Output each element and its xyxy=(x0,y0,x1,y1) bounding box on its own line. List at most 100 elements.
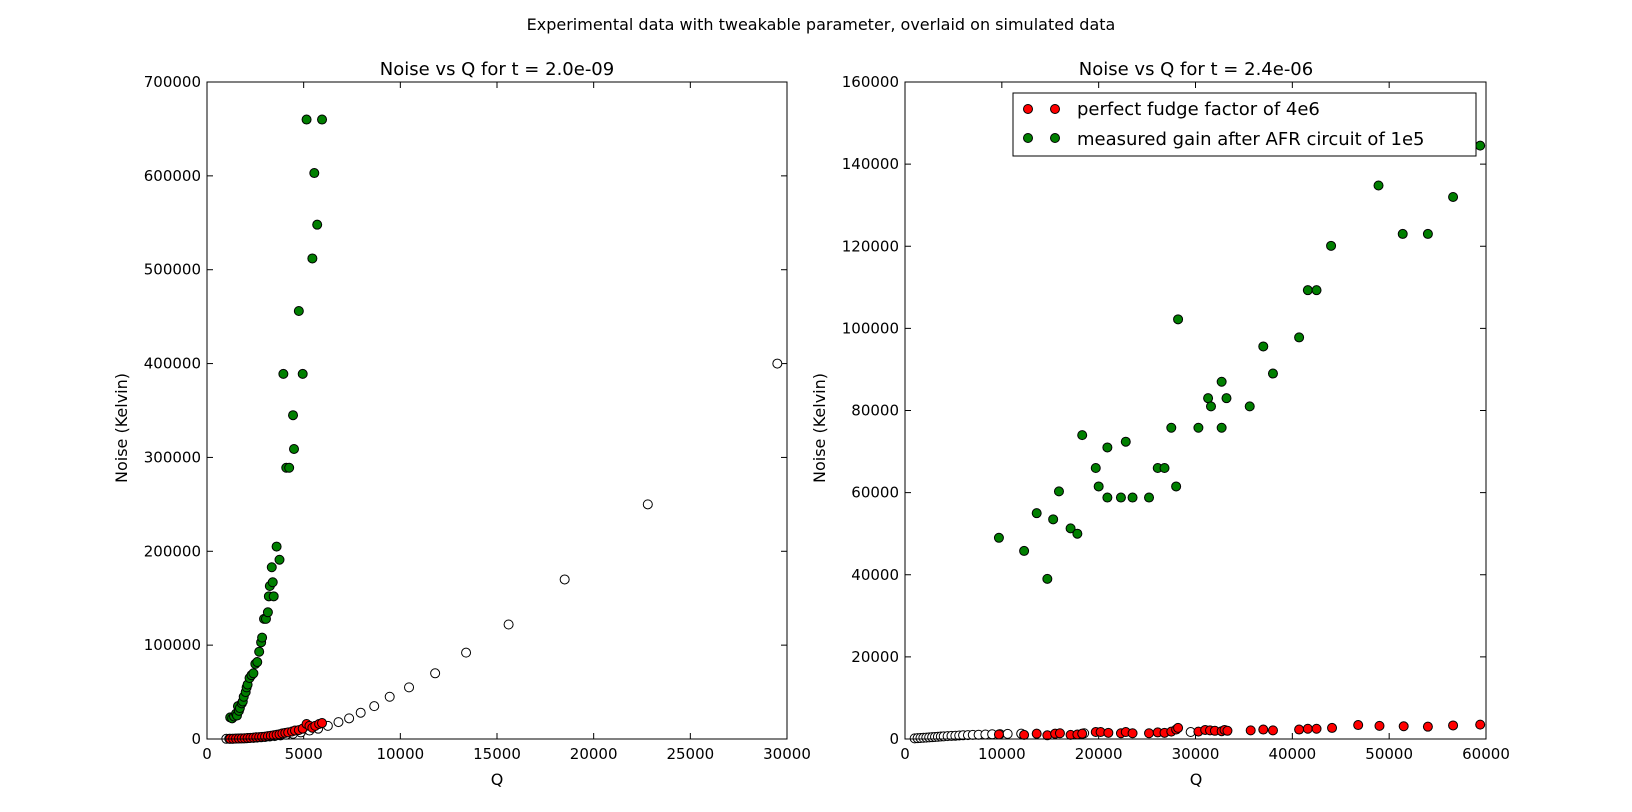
right-point-green xyxy=(1090,462,1101,473)
left-plot-frame xyxy=(206,81,788,740)
left-plot: Noise vs Q for t = 2.0e-09 Q Noise (Kelv… xyxy=(112,59,811,789)
right-point-green xyxy=(1422,228,1433,239)
right-point-red xyxy=(1267,725,1278,736)
right-point-green xyxy=(1053,486,1064,497)
left-point-green xyxy=(309,168,320,179)
right-y-tick-label-6: 120000 xyxy=(842,237,899,255)
right-point-green xyxy=(1166,422,1177,433)
right-point-red xyxy=(1222,725,1233,736)
legend-red-marker-b xyxy=(1050,104,1060,114)
left-point-green xyxy=(289,443,299,454)
right-point-red xyxy=(1475,719,1486,730)
right-point-green xyxy=(1221,393,1232,404)
left-point-green xyxy=(267,577,278,588)
legend: perfect fudge factor of 4e6 measured gai… xyxy=(1012,92,1477,157)
left-y-axis-label: Noise (Kelvin) xyxy=(112,373,131,483)
right-point-green xyxy=(1216,376,1227,387)
left-point-green xyxy=(307,253,318,264)
left-point-hollow xyxy=(369,701,380,712)
right-point-green xyxy=(1294,332,1305,343)
left-point-green xyxy=(274,554,285,565)
right-point-red xyxy=(1054,728,1065,739)
legend-label-red: perfect fudge factor of 4e6 xyxy=(1077,99,1320,120)
left-point-hollow xyxy=(559,574,570,585)
right-point-red xyxy=(1173,722,1184,733)
right-point-green xyxy=(1065,523,1076,534)
left-point-green xyxy=(266,562,277,573)
right-point-green xyxy=(1127,492,1138,503)
right-x-tick-label-5: 50000 xyxy=(1365,745,1413,763)
left-point-green xyxy=(252,657,263,668)
right-point-green xyxy=(1019,545,1030,556)
right-point-red xyxy=(1422,721,1433,732)
left-point-hollow xyxy=(333,717,344,728)
left-point-green xyxy=(288,410,299,421)
left-y-tick-label-5: 500000 xyxy=(144,261,201,279)
right-point-green xyxy=(1475,140,1486,151)
left-y-tick-label-4: 400000 xyxy=(144,355,201,373)
right-point-green xyxy=(1258,341,1269,352)
right-point-red xyxy=(993,729,1004,740)
left-y-tick-label-6: 600000 xyxy=(144,167,201,185)
right-point-green xyxy=(1093,481,1104,492)
right-y-tick-label-1: 20000 xyxy=(851,648,899,666)
left-point-green xyxy=(257,632,268,643)
right-y-tick-label-2: 40000 xyxy=(851,566,899,584)
right-point-green xyxy=(1205,401,1216,412)
left-plot-title: Noise vs Q for t = 2.0e-09 xyxy=(380,59,614,80)
right-point-red xyxy=(1448,720,1459,731)
left-point-green xyxy=(278,368,289,379)
right-point-green xyxy=(1077,430,1088,441)
right-point-red xyxy=(1294,724,1305,735)
right-x-tick-label-4: 40000 xyxy=(1268,745,1316,763)
right-y-tick-label-4: 80000 xyxy=(851,402,899,420)
left-x-tick-label-1: 5000 xyxy=(285,745,323,763)
right-point-red xyxy=(1327,722,1338,733)
right-point-green xyxy=(1048,514,1059,525)
right-point-green xyxy=(1373,180,1384,191)
right-point-green xyxy=(1193,422,1204,433)
right-point-red xyxy=(1144,728,1155,739)
left-point-hollow xyxy=(461,647,472,658)
right-point-red xyxy=(1398,721,1409,732)
left-point-green xyxy=(268,591,279,602)
right-point-green xyxy=(1031,508,1042,519)
right-x-tick-label-3: 30000 xyxy=(1172,745,1220,763)
left-x-tick-label-6: 30000 xyxy=(763,745,811,763)
right-point-green xyxy=(1267,368,1278,379)
right-point-green xyxy=(1102,442,1113,453)
right-point-red xyxy=(1258,724,1269,735)
left-point-hollow xyxy=(503,619,514,630)
right-point-green xyxy=(1216,422,1227,433)
left-point-hollow xyxy=(355,707,366,718)
right-y-tick-label-8: 160000 xyxy=(842,73,899,91)
right-point-green xyxy=(993,532,1004,543)
left-point-green xyxy=(284,462,295,473)
right-point-green xyxy=(1397,228,1408,239)
right-point-green xyxy=(1171,481,1182,492)
left-y-tick-label-2: 200000 xyxy=(144,542,201,560)
right-point-green xyxy=(1173,314,1184,325)
right-points xyxy=(909,140,1486,744)
left-point-green xyxy=(301,114,312,125)
left-y-tick-label-0: 0 xyxy=(191,730,201,748)
legend-green-marker-a xyxy=(1023,133,1033,143)
left-point-hollow xyxy=(430,668,441,679)
right-point-hollow xyxy=(1002,728,1013,739)
right-x-tick-label-0: 0 xyxy=(900,745,910,763)
right-point-green xyxy=(1302,285,1313,296)
right-y-axis-label: Noise (Kelvin) xyxy=(810,373,829,483)
left-x-tick-label-2: 10000 xyxy=(376,745,424,763)
left-point-green xyxy=(248,668,259,679)
right-y-tick-label-5: 100000 xyxy=(842,319,899,337)
right-plot: Noise vs Q for t = 2.4e-06 Q Noise (Kelv… xyxy=(810,59,1510,789)
left-y-tick-label-1: 100000 xyxy=(144,636,201,654)
left-point-hollow xyxy=(404,682,415,693)
right-point-green xyxy=(1244,401,1255,412)
right-point-green xyxy=(1102,492,1113,503)
right-y-tick-label-7: 140000 xyxy=(842,155,899,173)
left-point-green xyxy=(317,114,328,125)
left-x-tick-label-3: 15000 xyxy=(473,745,521,763)
right-point-green xyxy=(1326,240,1337,251)
